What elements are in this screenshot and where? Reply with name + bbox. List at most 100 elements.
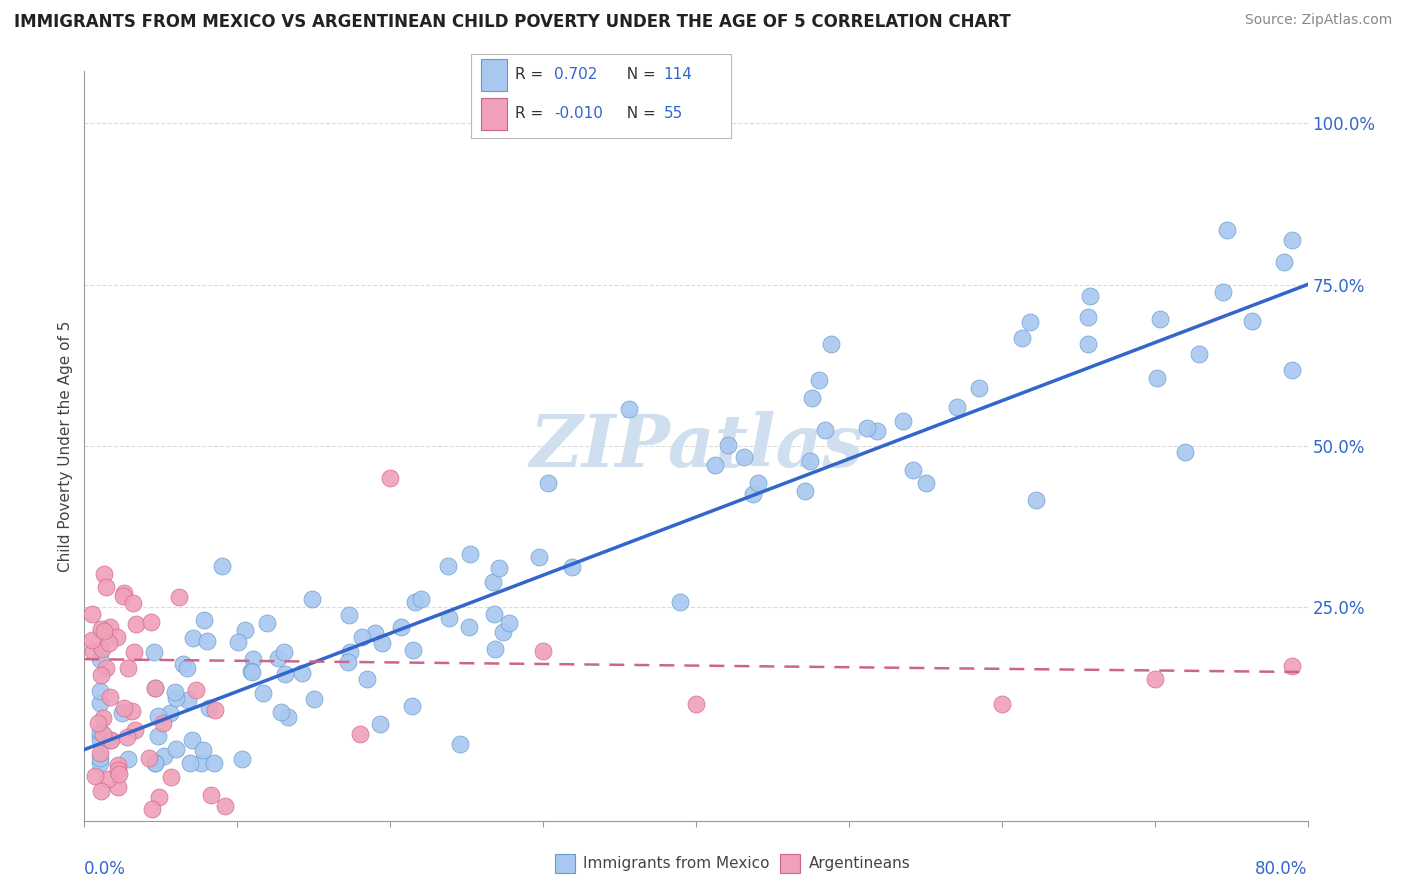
Point [107,780,129,794]
Point [159,706,181,721]
Point [1149,311,1171,326]
Point [89,724,111,739]
Point [228,635,250,649]
Point [89,747,111,761]
Point [1019,315,1042,329]
Point [814,423,837,437]
Point [214,799,236,814]
Point [112,585,135,599]
Point [401,698,423,713]
Point [98,733,121,747]
Point [276,710,298,724]
Bar [481,59,508,91]
Point [190,756,212,770]
Point [112,701,135,715]
Point [107,757,129,772]
Point [1078,289,1101,303]
Point [148,709,170,723]
Point [1077,337,1099,351]
Point [617,402,640,417]
Point [141,802,163,816]
Point [1281,362,1303,376]
Point [100,732,122,747]
Point [703,458,725,472]
Point [891,414,914,428]
Point [191,742,214,756]
Point [143,645,166,659]
Point [1146,371,1168,385]
Point [339,607,361,622]
Point [1212,285,1234,299]
Point [148,790,170,805]
Point [93,567,115,582]
Point [165,742,187,756]
Point [240,664,263,678]
Text: N =: N = [617,106,661,121]
Point [115,731,138,745]
Text: ZIPatlas: ZIPatlas [529,410,863,482]
Point [807,373,830,387]
Text: Argentineans: Argentineans [808,856,910,871]
Point [91,641,114,656]
Point [200,788,222,802]
Point [179,756,201,770]
Bar [481,97,508,130]
Point [90,668,112,682]
Point [83,769,105,783]
Point [717,438,740,452]
Point [1216,223,1239,237]
Point [1240,314,1263,328]
Point [349,727,371,741]
Point [89,729,111,743]
Point [159,770,181,784]
Point [561,560,583,574]
Point [89,684,111,698]
Point [198,700,221,714]
Point [112,589,135,603]
Point [350,630,373,644]
Point [195,634,218,648]
Point [389,620,412,634]
Point [380,471,402,485]
Point [121,704,143,718]
Point [536,475,558,490]
Point [89,651,111,665]
Point [153,748,176,763]
Point [183,631,205,645]
Point [915,476,938,491]
Point [484,642,506,657]
Point [967,381,990,395]
Point [111,706,134,720]
Point [364,626,387,640]
Text: 0.0%: 0.0% [84,860,127,878]
Point [143,756,166,770]
Point [339,645,361,659]
Point [89,756,111,770]
Point [143,681,166,695]
Point [402,643,425,657]
Point [991,698,1014,712]
Point [866,424,889,438]
Point [117,661,139,675]
Point [172,657,194,671]
Point [256,616,278,631]
Point [1174,445,1197,459]
Point [274,667,297,681]
Point [1281,233,1303,247]
Point [458,547,481,561]
Point [1188,347,1211,361]
Point [301,592,323,607]
Point [117,752,139,766]
Point [799,454,821,468]
Point [1143,672,1166,686]
Point [302,692,325,706]
Point [484,607,506,622]
Text: 80.0%: 80.0% [1256,860,1308,878]
Point [492,624,515,639]
Point [107,763,129,777]
Point [368,716,391,731]
Point [231,752,253,766]
Text: 55: 55 [664,106,683,121]
Point [139,615,162,630]
Point [82,643,104,657]
